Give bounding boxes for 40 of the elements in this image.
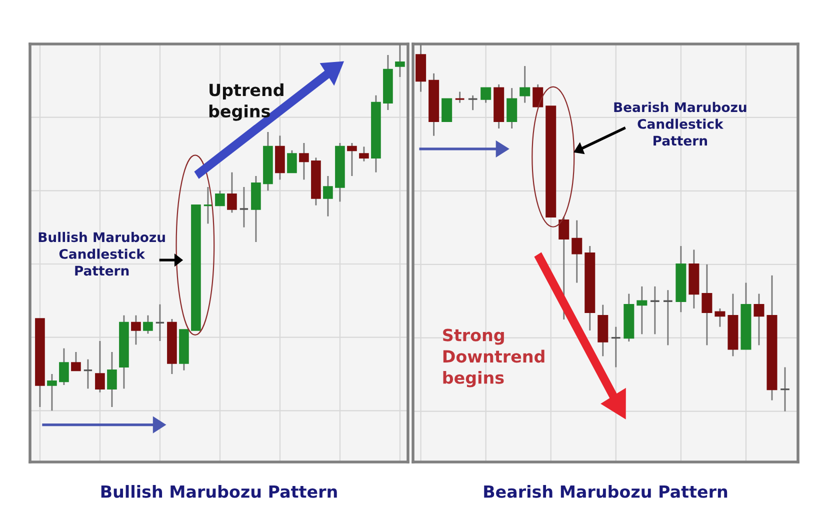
candlestick: [754, 293, 764, 346]
candlestick: [650, 286, 660, 335]
candlestick: [468, 94, 478, 111]
candlestick: [83, 358, 93, 390]
annotation: Bearish Marubozu Candlestick Pattern: [614, 102, 746, 146]
candlestick: [323, 175, 333, 218]
candlestick: [480, 87, 492, 104]
candlestick: [47, 373, 57, 412]
candlestick: [454, 91, 466, 104]
candlestick: [59, 348, 69, 386]
candlestick: [780, 366, 790, 412]
candlestick: [442, 98, 452, 122]
annotation: Strong Downtrend begins: [443, 328, 544, 388]
candlestick: [532, 84, 544, 108]
candlestick: [95, 340, 105, 394]
candlestick: [71, 351, 81, 372]
candlestick: [227, 172, 237, 214]
text: Bearish Marubozu Pattern: [484, 485, 728, 498]
annotation: Bullish Marubozu Candlestick Pattern: [38, 232, 165, 276]
text: Bullish Marubozu Pattern: [101, 485, 337, 498]
candlestick: [215, 190, 225, 206]
candlestick: [702, 264, 712, 346]
candlestick: [287, 150, 297, 174]
candlestick: [662, 289, 674, 346]
candlestick: [107, 351, 117, 408]
candlestick: [359, 146, 369, 162]
annotation: Uptrend begins: [209, 83, 284, 121]
candlestick: [143, 314, 153, 334]
candlestick: [610, 326, 622, 368]
candlestick: [299, 142, 309, 180]
candlestick: [347, 142, 357, 177]
candlestick: [239, 186, 249, 228]
candlestick: [520, 65, 530, 104]
candlestick: [203, 186, 213, 224]
candlestick: [506, 87, 518, 130]
candlestick: [636, 286, 648, 335]
candlestick: [572, 220, 582, 284]
candlestick: [155, 304, 165, 342]
candlestick: [131, 314, 141, 346]
candlestick: [714, 308, 726, 328]
